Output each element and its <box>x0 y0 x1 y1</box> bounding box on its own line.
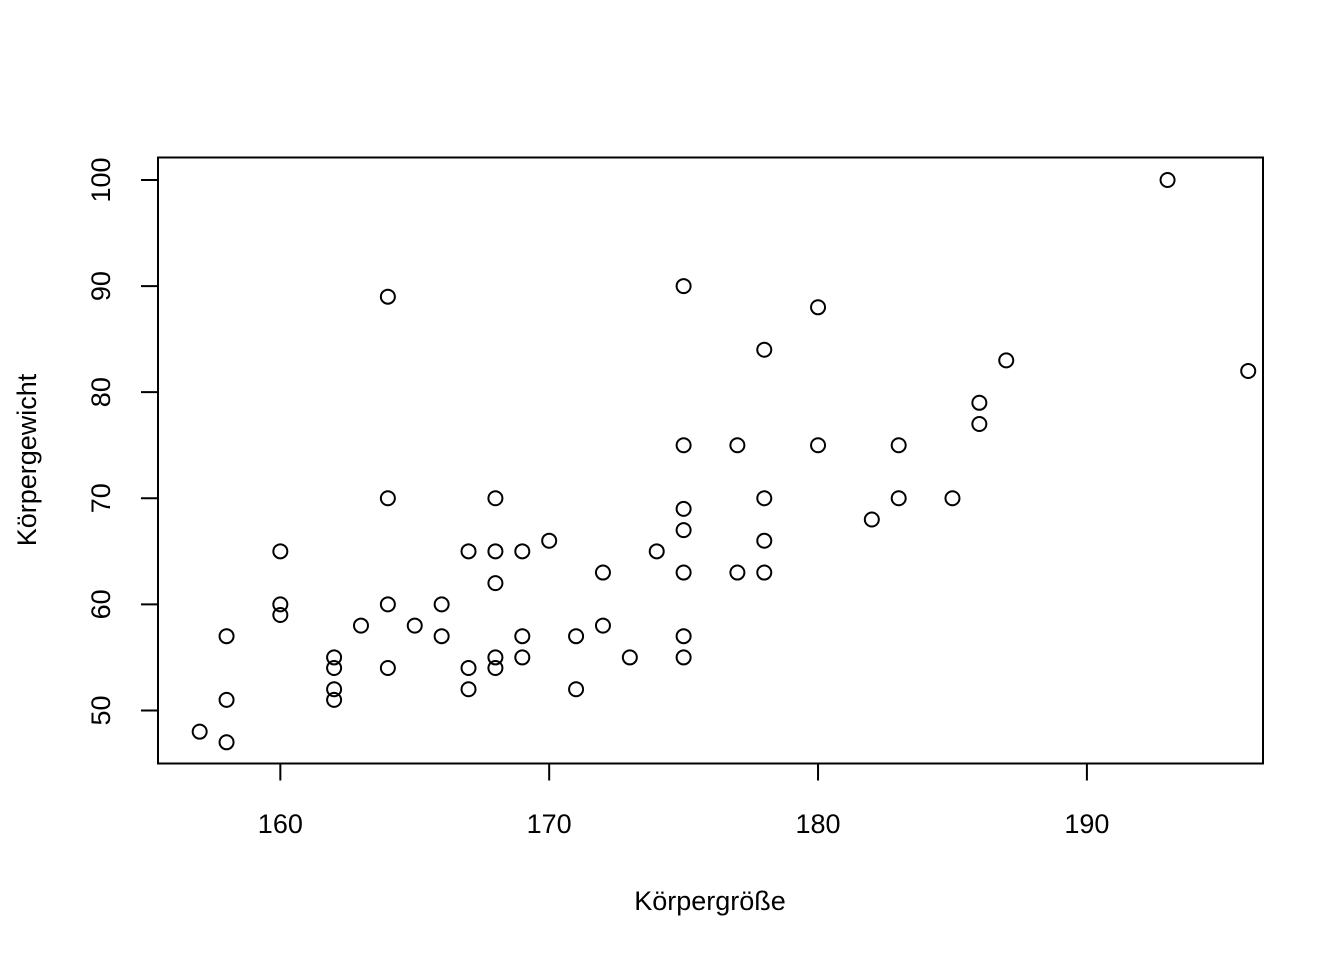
data-point <box>218 691 235 708</box>
data-point <box>272 543 289 560</box>
data-point <box>191 723 208 740</box>
data-point <box>675 278 692 295</box>
points-layer <box>191 171 1257 751</box>
data-point <box>675 649 692 666</box>
data-point <box>272 596 289 613</box>
data-point <box>352 617 369 634</box>
data-point <box>379 490 396 507</box>
data-point <box>514 649 531 666</box>
data-point <box>756 341 773 358</box>
data-point <box>433 596 450 613</box>
data-point <box>810 299 827 316</box>
data-point <box>971 416 988 433</box>
data-point <box>594 617 611 634</box>
data-point <box>675 522 692 539</box>
x-axis-label: Körpergröße <box>634 886 786 916</box>
data-point <box>756 532 773 549</box>
data-point <box>810 437 827 454</box>
data-point <box>514 628 531 645</box>
data-point <box>487 575 504 592</box>
data-point <box>326 649 343 666</box>
data-point <box>729 564 746 581</box>
y-tick-label: 70 <box>86 483 116 513</box>
data-point <box>568 628 585 645</box>
data-point <box>621 649 638 666</box>
x-tick-label: 180 <box>796 809 841 839</box>
data-point <box>379 596 396 613</box>
data-point <box>326 691 343 708</box>
data-point <box>326 681 343 698</box>
data-point <box>460 543 477 560</box>
data-point <box>756 564 773 581</box>
data-point <box>863 511 880 528</box>
data-point <box>675 628 692 645</box>
data-point <box>1240 362 1257 379</box>
y-tick-label: 50 <box>86 695 116 725</box>
data-point <box>218 628 235 645</box>
y-tick-label: 90 <box>86 271 116 301</box>
data-point <box>460 681 477 698</box>
data-point <box>487 649 504 666</box>
data-point <box>890 437 907 454</box>
data-point <box>594 564 611 581</box>
x-tick-label: 170 <box>527 809 572 839</box>
data-point <box>487 490 504 507</box>
data-point <box>487 543 504 560</box>
data-point <box>944 490 961 507</box>
data-point <box>379 288 396 305</box>
data-point <box>406 617 423 634</box>
y-tick-label: 100 <box>86 157 116 202</box>
data-point <box>379 660 396 677</box>
data-point <box>433 628 450 645</box>
y-tick-label: 60 <box>86 589 116 619</box>
data-point <box>1159 171 1176 188</box>
data-point <box>568 681 585 698</box>
y-axis: 50 60 70 80 90 100 <box>86 157 159 725</box>
data-point <box>890 490 907 507</box>
data-point <box>218 734 235 751</box>
data-point <box>729 437 746 454</box>
y-axis-label: Körpergewicht <box>12 373 42 546</box>
x-tick-label: 190 <box>1064 809 1109 839</box>
x-tick-label: 160 <box>258 809 303 839</box>
data-point <box>675 437 692 454</box>
x-axis: 160 170 180 190 <box>258 762 1109 839</box>
data-point <box>514 543 531 560</box>
data-point <box>272 606 289 623</box>
data-point <box>541 532 558 549</box>
data-point <box>487 660 504 677</box>
data-point <box>756 490 773 507</box>
data-point <box>648 543 665 560</box>
y-tick-label: 80 <box>86 377 116 407</box>
data-point <box>326 660 343 677</box>
data-point <box>998 352 1015 369</box>
data-point <box>971 394 988 411</box>
data-point <box>675 564 692 581</box>
data-point <box>460 660 477 677</box>
data-point <box>675 500 692 517</box>
